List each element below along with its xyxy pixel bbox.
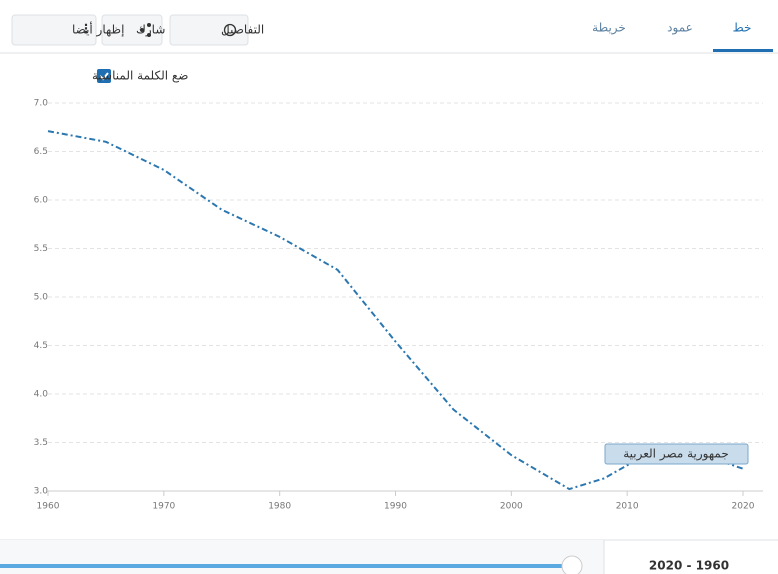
tab[interactable]: عمود — [667, 21, 693, 36]
y-tick-label: 4.0 — [34, 390, 49, 400]
details-button[interactable] — [169, 14, 249, 46]
info-icon — [223, 23, 237, 37]
checkmark — [99, 72, 109, 81]
slider-handle[interactable] — [561, 555, 583, 574]
series-line — [47, 130, 744, 491]
range-label: 2020 - 1960 — [649, 559, 729, 573]
x-tick-label: 1960 — [37, 502, 60, 512]
x-tick-label: 2000 — [500, 502, 523, 512]
checkbox[interactable] — [97, 69, 111, 83]
x-tick-label: 2020 — [732, 502, 755, 512]
y-tick-label: 6.0 — [34, 196, 49, 206]
y-tick-label: 3.5 — [34, 438, 48, 448]
x-tick-label: 1980 — [268, 502, 291, 512]
x-tick-label: 1990 — [384, 502, 407, 512]
y-tick-label: 4.5 — [34, 341, 48, 351]
share-label[interactable]: شارك — [136, 23, 165, 38]
share-icon — [140, 28, 144, 32]
chart: 3.0 3.5 4.0 4.5 5.0 5.5 6.0 6.5 7.0 1960 1970 1980 1… — [34, 99, 763, 512]
show-also-label[interactable]: إظهار أيضا — [72, 22, 124, 38]
share-button[interactable] — [101, 14, 163, 46]
y-tick-label: 3.0 — [34, 487, 49, 497]
tab[interactable]: خريطة — [592, 21, 626, 36]
more-icon: ⋮ — [80, 22, 92, 36]
active-tab-underline — [713, 49, 773, 52]
series-label: جمهورية مصر العربية — [623, 447, 729, 462]
checkbox-label[interactable]: ضع الكلمة المناسبة — [92, 69, 188, 83]
share-icon — [147, 23, 151, 27]
show-also-button[interactable] — [11, 14, 97, 46]
details-label[interactable]: التفاصيل — [221, 23, 264, 37]
x-tick-label: 2010 — [616, 502, 639, 512]
share-icon — [147, 33, 151, 37]
series-label-box — [604, 443, 749, 465]
x-tick-label: 1970 — [152, 502, 175, 512]
y-tick-label: 7.0 — [34, 99, 49, 109]
y-tick-label: 5.0 — [34, 293, 49, 303]
y-tick-label: 5.5 — [34, 244, 48, 254]
slider-panel — [0, 540, 604, 574]
tab[interactable]: خط — [733, 21, 752, 35]
y-tick-label: 6.5 — [34, 147, 48, 157]
